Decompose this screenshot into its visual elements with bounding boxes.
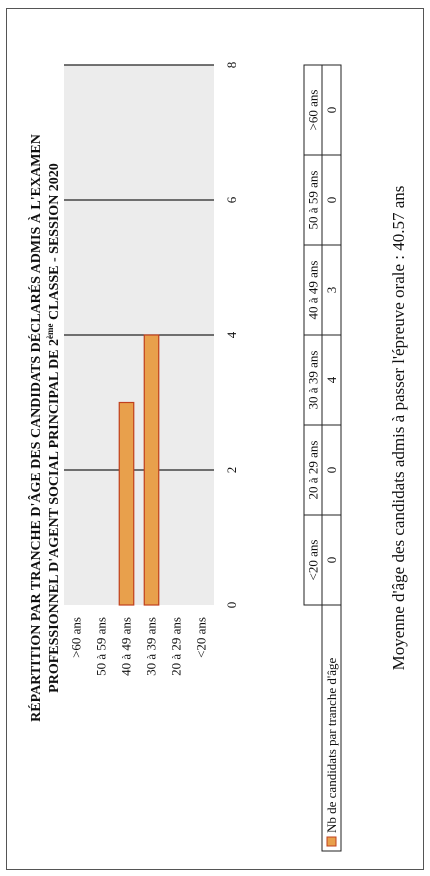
table-value-cell: 4: [324, 376, 339, 383]
category-label: 50 à 59 ans: [94, 617, 109, 676]
bar: [118, 401, 135, 606]
table-header-cell: 40 à 49 ans: [306, 261, 321, 320]
category-label: 20 à 29 ans: [169, 617, 184, 676]
table-header-cell: >60 ans: [306, 90, 321, 131]
category-labels: >60 ans 50 à 59 ans 40 à 49 ans 30 à 39 ans…: [69, 617, 209, 676]
category-label: 40 à 49 ans: [119, 617, 134, 676]
table-values-row: [321, 64, 342, 852]
bar-chart: RÉPARTITION PAR TRANCHE D'ÂGE DES CANDID…: [27, 62, 408, 852]
table-header-cell: 20 à 29 ans: [306, 441, 321, 500]
table-value-cell: 0: [324, 467, 339, 474]
table-header-cell: 50 à 59 ans: [306, 171, 321, 230]
table-header-cell: 30 à 39 ans: [306, 351, 321, 410]
x-tick-label: 8: [224, 62, 239, 69]
document-frame: [6, 8, 424, 870]
average-age-text: Moyenne d'âge des candidats admis à pass…: [389, 186, 408, 671]
rotated-chart-panel: RÉPARTITION PAR TRANCHE D'ÂGE DES CANDID…: [4, 15, 424, 865]
table-value-cell: 0: [324, 107, 339, 114]
legend-label: Nb de candidats par tranche d'âge: [324, 658, 339, 833]
table-value-cell: 3: [324, 287, 339, 294]
x-tick-label: 0: [224, 602, 239, 609]
category-label: <20 ans: [194, 617, 209, 658]
chart-title-line-2: PROFESSIONNEL D'AGENT SOCIAL PRINCIPAL D…: [45, 163, 62, 693]
chart-title-line-1: RÉPARTITION PAR TRANCHE D'ÂGE DES CANDID…: [27, 134, 44, 722]
category-label: >60 ans: [69, 617, 84, 658]
category-label: 30 à 39 ans: [144, 617, 159, 676]
table-header-cell: <20 ans: [306, 540, 321, 581]
table-value-cell: 0: [324, 197, 339, 204]
legend-swatch: [326, 836, 337, 847]
x-tick-label: 2: [224, 467, 239, 474]
x-tick-label: 6: [224, 196, 239, 203]
x-tick-labels: 0 2 4 6 8: [224, 62, 239, 609]
table-value-cell: 0: [324, 557, 339, 564]
data-table: <20 ans 020 à 29 ans 030 à 39 ans 440 à 49 …: [303, 64, 342, 852]
bar: [143, 334, 160, 606]
x-tick-label: 4: [224, 331, 239, 338]
plot-area: [64, 64, 214, 606]
